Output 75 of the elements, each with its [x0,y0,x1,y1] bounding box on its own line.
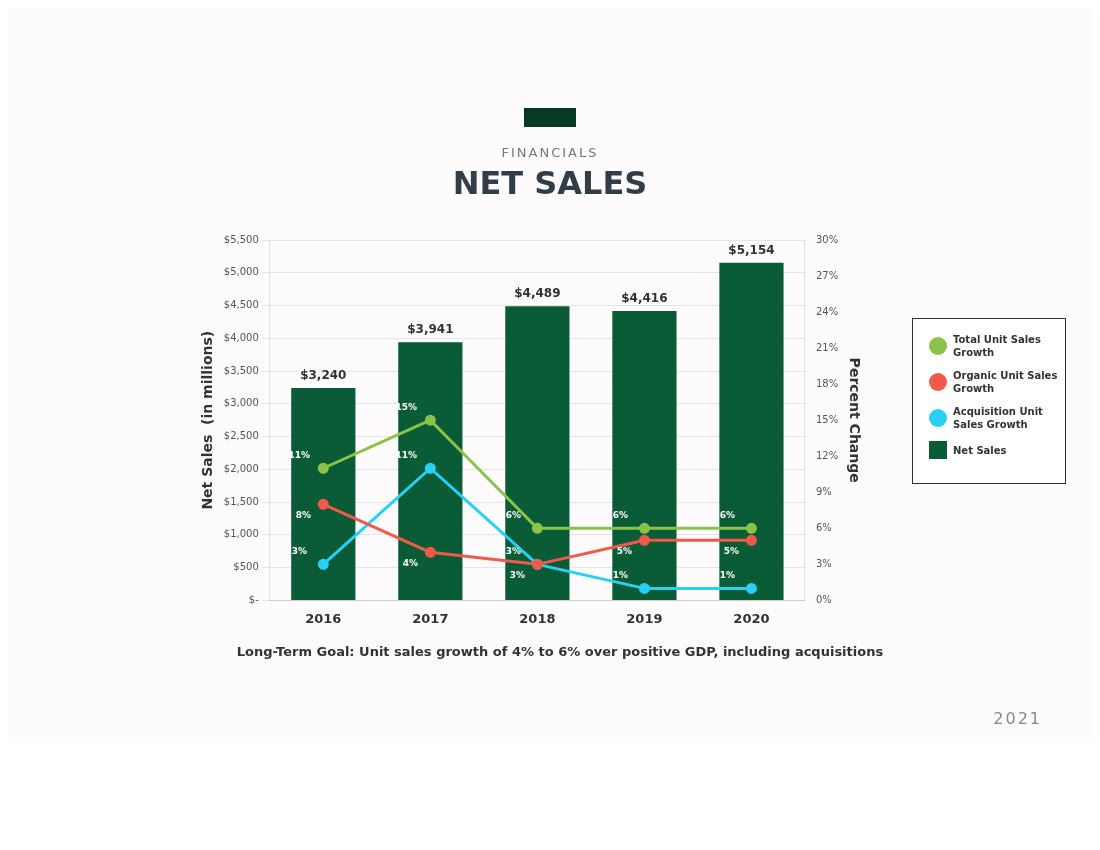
y-tick-label: $3,000 [223,397,259,409]
y-tick-label: $2,500 [223,430,259,442]
point [638,522,650,534]
y2-tick-label: 0% [815,593,832,605]
data-label: 8% [295,510,311,521]
y-tick-label: $5,000 [223,266,259,278]
data-label: 1% [612,570,629,581]
data-label: 3% [291,546,307,557]
y2-axis-title: Percent Change [846,357,863,483]
data-label: 5% [616,546,633,557]
bar [505,306,570,600]
data-label: $5,154 [728,242,775,257]
point [745,522,757,534]
data-label: 1% [719,570,736,581]
chart-subtitle: FINANCIALS [500,145,600,160]
bar [291,388,356,600]
x-tick-label: 2019 [626,610,663,626]
data-label: 6% [719,510,736,521]
bar [398,342,463,600]
y-tick-label: $- [248,593,260,605]
point [317,558,329,570]
point [531,522,543,534]
data-label: $3,941 [407,322,454,337]
point [638,582,650,594]
data-label: 6% [505,510,522,521]
data-label: 3% [509,570,526,581]
point [424,414,436,426]
x-tick-label: 2017 [412,610,449,626]
data-label: 3% [505,546,522,557]
y2-tick-label: 15% [815,413,839,425]
point [745,534,757,546]
chart-title: NET SALES [451,164,649,202]
y2-tick-label: 12% [815,449,839,461]
x-tick-label: 2018 [519,610,556,626]
point [317,462,329,474]
data-label: 11% [288,450,311,461]
data-label: $4,416 [621,291,668,306]
legend-label: Net Sales [953,443,1007,457]
y2-tick-label: 24% [815,305,839,317]
bar [612,311,677,600]
y-tick-label: $2,000 [223,462,259,474]
y2-tick-label: 9% [815,485,832,497]
data-label: $4,489 [514,286,561,301]
y-tick-label: $500 [233,561,259,573]
legend-label: Acquisition Unit Sales Growth [953,405,1044,431]
data-label: 6% [612,510,629,521]
y-tick-label: $1,500 [223,495,259,507]
y-tick-label: $5,500 [223,233,259,245]
text: 2021 [993,709,1042,728]
point [424,546,436,558]
y-tick-label: $4,500 [223,299,259,311]
legend-label: Organic Unit Sales Growth [953,369,1059,395]
y2-tick-label: 3% [815,557,832,569]
x-tick-label: 2016 [305,610,342,626]
y-axis-title: Net Sales (in millions) [199,330,216,510]
data-label: $3,240 [300,368,347,383]
point [638,534,650,546]
data-label: 5% [723,546,740,557]
y-tick-label: $4,000 [223,331,259,343]
y2-tick-label: 18% [815,377,839,389]
y-tick-label: $1,000 [223,528,259,540]
data-label: 11% [395,450,418,461]
bar [719,262,784,600]
point [745,582,757,594]
x-tick-label: 2020 [733,610,770,626]
point [317,498,329,510]
data-label: 4% [402,558,418,569]
legend-label: Total Unit Sales Growth [953,333,1042,359]
text: Long-Term Goal: Unit sales growth of 4% to 6% over positive GDP, including acquisitions [235,644,885,659]
point [424,462,436,474]
y-tick-label: $3,500 [223,364,259,376]
y2-tick-label: 21% [815,341,839,353]
y2-tick-label: 30% [815,233,839,245]
y2-tick-label: 27% [815,269,839,281]
y2-tick-label: 6% [815,521,832,533]
